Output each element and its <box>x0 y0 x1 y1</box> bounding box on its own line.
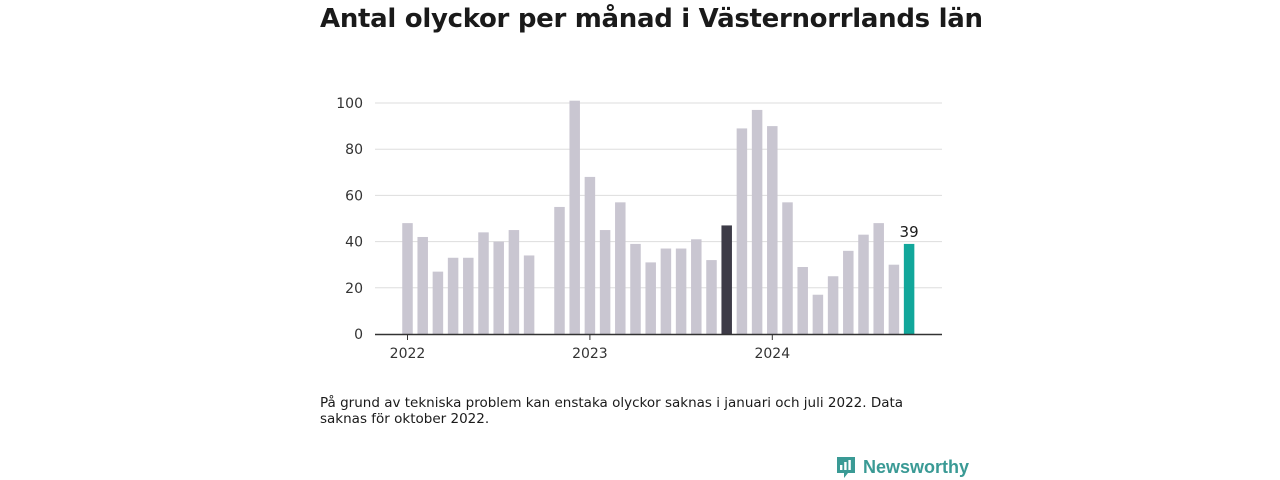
bar-2024-03 <box>797 267 808 334</box>
bar-2024-07 <box>858 234 869 334</box>
bar-2023-10 <box>721 225 732 334</box>
chart-title: Antal olyckor per månad i Västernorrland… <box>320 4 983 34</box>
bar-2022-02 <box>417 236 428 334</box>
y-tick-label: 100 <box>336 96 363 112</box>
y-tick-label: 80 <box>345 142 363 158</box>
x-tick-label: 2023 <box>572 346 608 362</box>
bar-2023-11 <box>736 128 748 334</box>
bar-2024-04 <box>812 294 824 334</box>
bar-2024-02 <box>782 202 793 334</box>
y-axis: 0 20 40 60 80 100 <box>336 96 363 343</box>
bar-2024-09 <box>888 264 900 334</box>
bar-2024-06 <box>843 250 854 334</box>
bar-2024-01 <box>767 126 778 334</box>
data-label: 39 <box>900 223 919 241</box>
y-tick-label: 40 <box>345 235 363 251</box>
bar-2023-05 <box>645 262 656 334</box>
bar-2022-06 <box>478 232 489 334</box>
bar-2023-04 <box>630 243 641 334</box>
gridlines <box>375 102 942 289</box>
data-labels: 39 <box>900 223 919 241</box>
bar-2023-09 <box>706 260 717 334</box>
x-tick-label: 2022 <box>390 346 426 362</box>
footnote: På grund av tekniska problem kan enstaka… <box>320 395 904 427</box>
bar-2022-03 <box>432 271 444 334</box>
newsworthy-logo[interactable]: Newsworthy <box>835 455 969 479</box>
x-tick-label: 2024 <box>754 346 790 362</box>
bar-2023-02 <box>599 230 611 334</box>
bar-2022-05 <box>463 257 474 334</box>
bar-2022-11 <box>554 206 565 334</box>
bar-2022-07 <box>493 241 504 334</box>
bar-2022-08 <box>508 230 520 334</box>
x-axis: 2022 2023 2024 <box>375 333 942 362</box>
bar-chart-logo-icon <box>837 457 855 478</box>
y-tick-label: 20 <box>345 281 363 297</box>
bar-2023-12 <box>751 109 763 335</box>
bar-2022-12 <box>569 100 580 334</box>
bar-2023-06 <box>660 248 672 334</box>
bar-2024-05 <box>827 276 839 334</box>
bar-2022-01 <box>402 223 413 334</box>
y-tick-label: 0 <box>354 327 363 343</box>
bar-2022-04 <box>447 257 459 334</box>
bar-2022-09 <box>523 255 535 334</box>
y-tick-label: 60 <box>345 188 363 204</box>
bar-2023-07 <box>675 248 687 334</box>
bar-2023-01 <box>584 176 596 334</box>
bars <box>402 100 915 335</box>
bar-2024-08 <box>873 223 884 334</box>
bar-2023-08 <box>691 239 702 334</box>
bar-2023-03 <box>615 202 626 334</box>
brand-name: Newsworthy <box>863 456 970 477</box>
bar-2024-10 <box>903 243 915 334</box>
bar-chart: 0 20 40 60 80 100 2022 2023 2024 39 <box>336 96 942 362</box>
